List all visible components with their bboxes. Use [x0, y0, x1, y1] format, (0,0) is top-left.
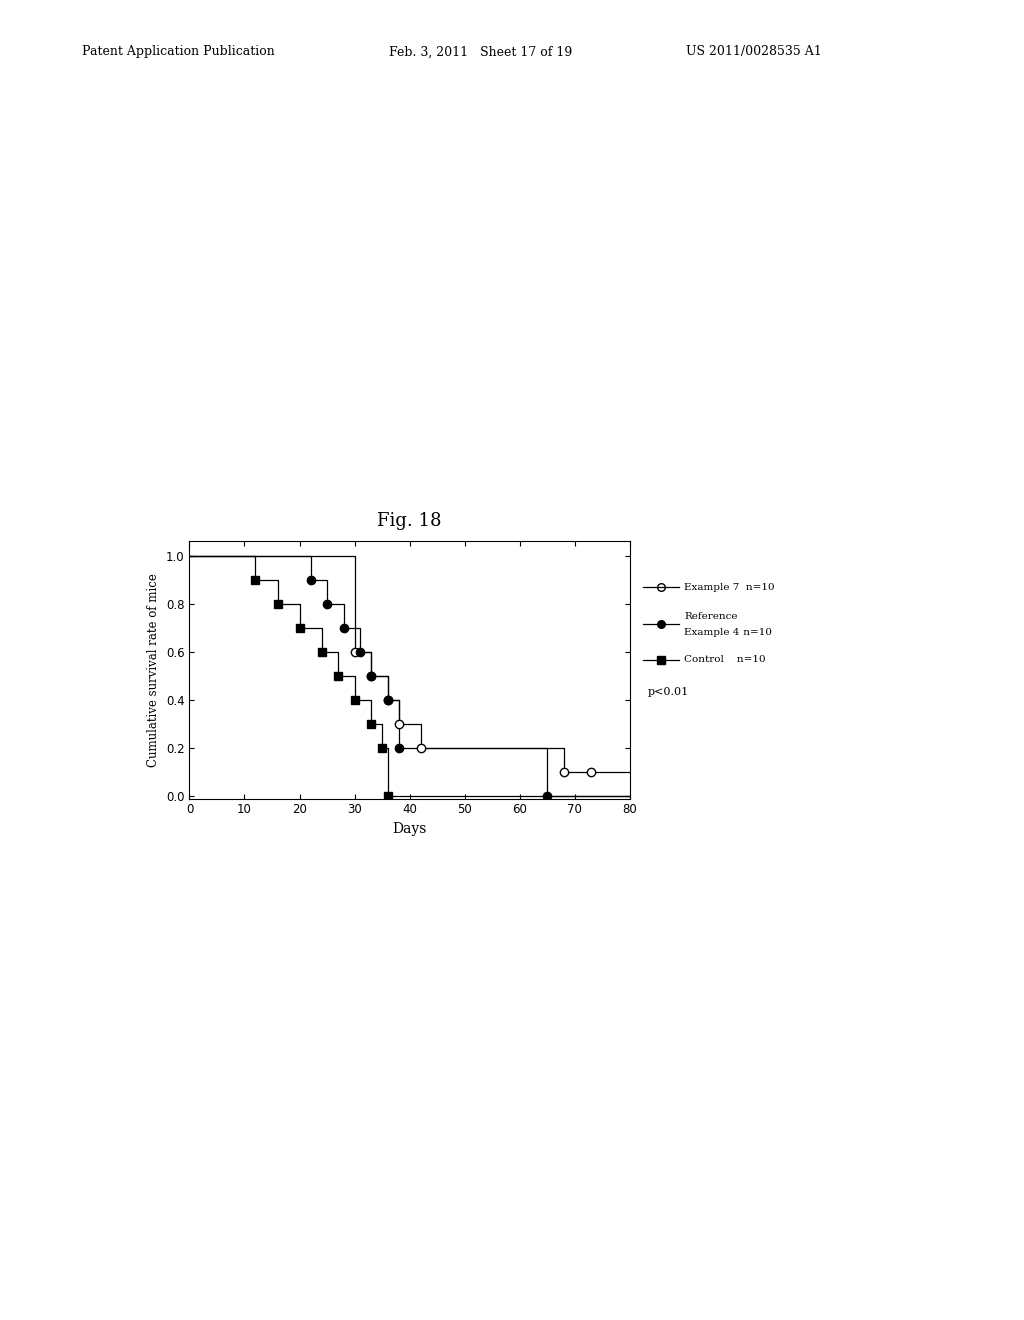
- Text: Fig. 18: Fig. 18: [378, 512, 441, 531]
- Text: Control    n=10: Control n=10: [684, 656, 766, 664]
- Text: Reference: Reference: [684, 612, 737, 620]
- Text: Example 7  n=10: Example 7 n=10: [684, 583, 775, 591]
- Text: US 2011/0028535 A1: US 2011/0028535 A1: [686, 45, 822, 58]
- Text: Example 4: Example 4: [684, 628, 739, 636]
- Text: Feb. 3, 2011   Sheet 17 of 19: Feb. 3, 2011 Sheet 17 of 19: [389, 45, 572, 58]
- Text: n=10: n=10: [740, 628, 772, 636]
- Text: Patent Application Publication: Patent Application Publication: [82, 45, 274, 58]
- X-axis label: Days: Days: [392, 822, 427, 836]
- Text: p<0.01: p<0.01: [648, 686, 689, 697]
- Y-axis label: Cumulative survival rate of mice: Cumulative survival rate of mice: [147, 573, 161, 767]
